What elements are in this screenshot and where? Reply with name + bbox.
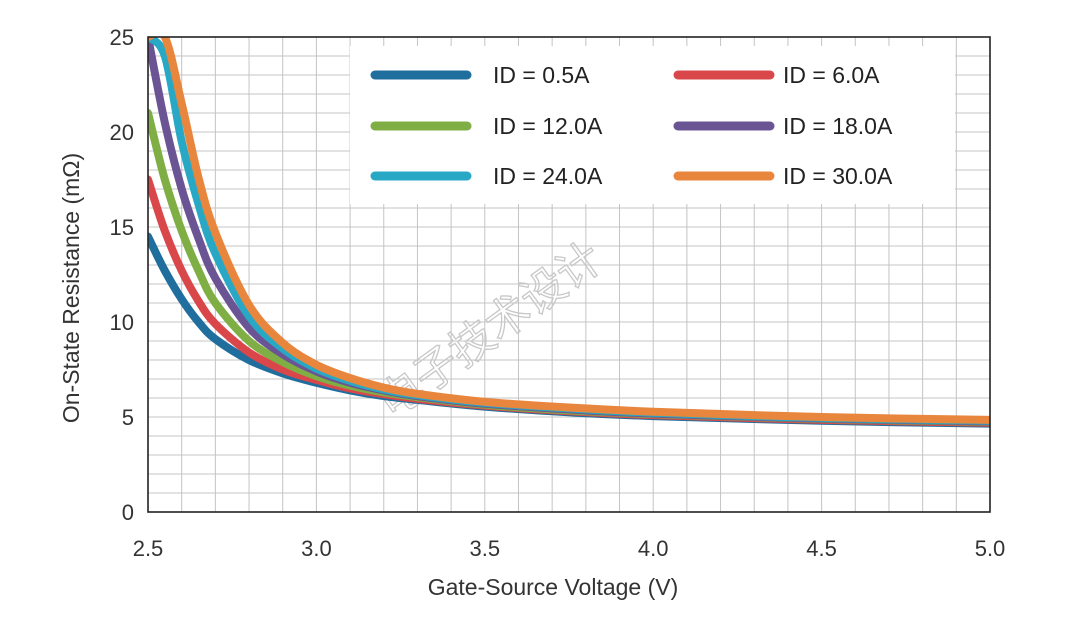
plot-frame: [147, 36, 991, 513]
series-lines: [148, 37, 990, 428]
x-tick-labels: 2.5 3.0 3.5 4.0 4.5 5.0: [133, 536, 1006, 561]
y-tick-label: 25: [110, 25, 134, 50]
y-axis-title: On-State Resistance (mΩ): [58, 153, 84, 423]
x-tick-label: 4.0: [638, 536, 669, 561]
x-tick-label: 3.5: [470, 536, 501, 561]
y-tick-label: 0: [122, 500, 134, 525]
legend-label: ID = 12.0A: [493, 113, 603, 139]
y-tick-label: 20: [110, 120, 134, 145]
x-tick-label: 2.5: [133, 536, 164, 561]
y-tick-label: 15: [110, 215, 134, 240]
legend-box: ID = 0.5A ID = 6.0A ID = 12.0A ID = 18.0A ID…: [350, 46, 955, 204]
x-tick-label: 3.0: [301, 536, 332, 561]
legend-label: ID = 30.0A: [783, 163, 893, 189]
legend-label: ID = 6.0A: [783, 62, 880, 88]
x-tick-label: 5.0: [975, 536, 1006, 561]
series-line: [148, 37, 990, 424]
y-tick-labels: 0 5 10 15 20 25: [110, 25, 134, 525]
y-tick-label: 10: [110, 310, 134, 335]
legend-label: ID = 18.0A: [783, 113, 893, 139]
legend-label: ID = 24.0A: [493, 163, 603, 189]
legend-label: ID = 0.5A: [493, 62, 590, 88]
y-tick-label: 5: [122, 405, 134, 430]
x-axis-title: Gate-Source Voltage (V): [428, 574, 679, 600]
x-tick-label: 4.5: [806, 536, 837, 561]
